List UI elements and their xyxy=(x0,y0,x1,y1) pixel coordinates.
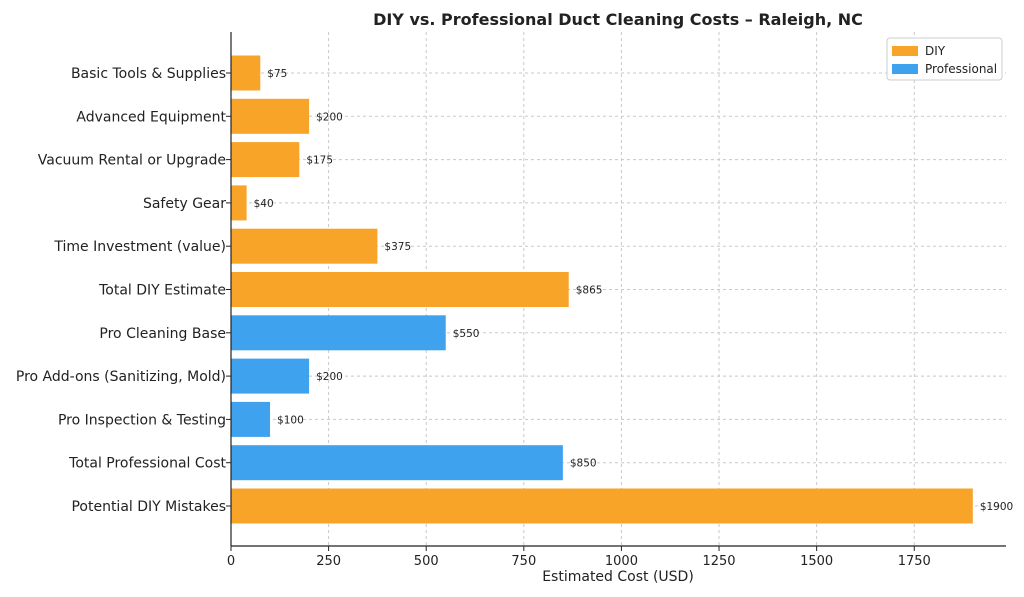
data-label: $100 xyxy=(277,414,304,426)
bar xyxy=(231,228,378,264)
data-label: $865 xyxy=(576,285,603,297)
x-tick-label: 1000 xyxy=(605,554,638,569)
bar xyxy=(231,488,973,524)
category-label: Basic Tools & Supplies xyxy=(71,66,226,82)
x-tick-label: 750 xyxy=(511,554,536,569)
bar xyxy=(231,401,271,437)
data-label: $75 xyxy=(267,68,287,80)
category-label: Advanced Equipment xyxy=(76,109,226,125)
data-label: $40 xyxy=(254,198,274,210)
category-label: Pro Add-ons (Sanitizing, Mold) xyxy=(16,369,226,385)
bar xyxy=(231,185,247,221)
bar xyxy=(231,55,261,91)
category-label: Total Professional Cost xyxy=(68,456,226,472)
chart-title: DIY vs. Professional Duct Cleaning Costs… xyxy=(373,10,863,29)
x-tick-label: 500 xyxy=(414,554,439,569)
bar xyxy=(231,272,569,307)
data-label: $200 xyxy=(316,371,343,383)
data-label: $550 xyxy=(453,328,480,340)
category-label: Pro Cleaning Base xyxy=(99,326,226,342)
legend: DIY Professional xyxy=(886,37,1003,81)
legend-label: Professional xyxy=(925,62,997,76)
axes: 0 250 500 750 1000 1250 1500 1750 xyxy=(226,32,1006,569)
x-tick-label: 1250 xyxy=(702,554,735,569)
data-label: $1900 xyxy=(980,501,1013,513)
data-label: $375 xyxy=(384,241,411,253)
legend-swatch xyxy=(892,46,918,56)
x-tick-label: 0 xyxy=(227,554,235,569)
legend-label: DIY xyxy=(925,44,946,58)
x-tick-label: 1750 xyxy=(898,554,931,569)
bar xyxy=(231,98,310,134)
bar xyxy=(231,358,310,394)
category-label: Pro Inspection & Testing xyxy=(58,412,226,428)
bar xyxy=(231,445,563,481)
category-label: Safety Gear xyxy=(143,196,226,212)
data-label: $200 xyxy=(316,111,343,123)
x-tick-label: 250 xyxy=(316,554,341,569)
bar xyxy=(231,315,446,351)
category-label: Vacuum Rental or Upgrade xyxy=(38,153,226,169)
data-label: $175 xyxy=(306,155,333,167)
bar xyxy=(231,142,300,178)
x-axis-label: Estimated Cost (USD) xyxy=(542,569,694,585)
category-label: Total DIY Estimate xyxy=(98,283,226,299)
x-tick-label: 1500 xyxy=(800,554,833,569)
legend-swatch xyxy=(892,64,918,74)
data-label: $850 xyxy=(570,458,597,470)
category-label: Time Investment (value) xyxy=(53,239,226,255)
bars: Basic Tools & Supplies $75 Advanced Equipm… xyxy=(16,55,1013,524)
category-label: Potential DIY Mistakes xyxy=(71,499,226,515)
